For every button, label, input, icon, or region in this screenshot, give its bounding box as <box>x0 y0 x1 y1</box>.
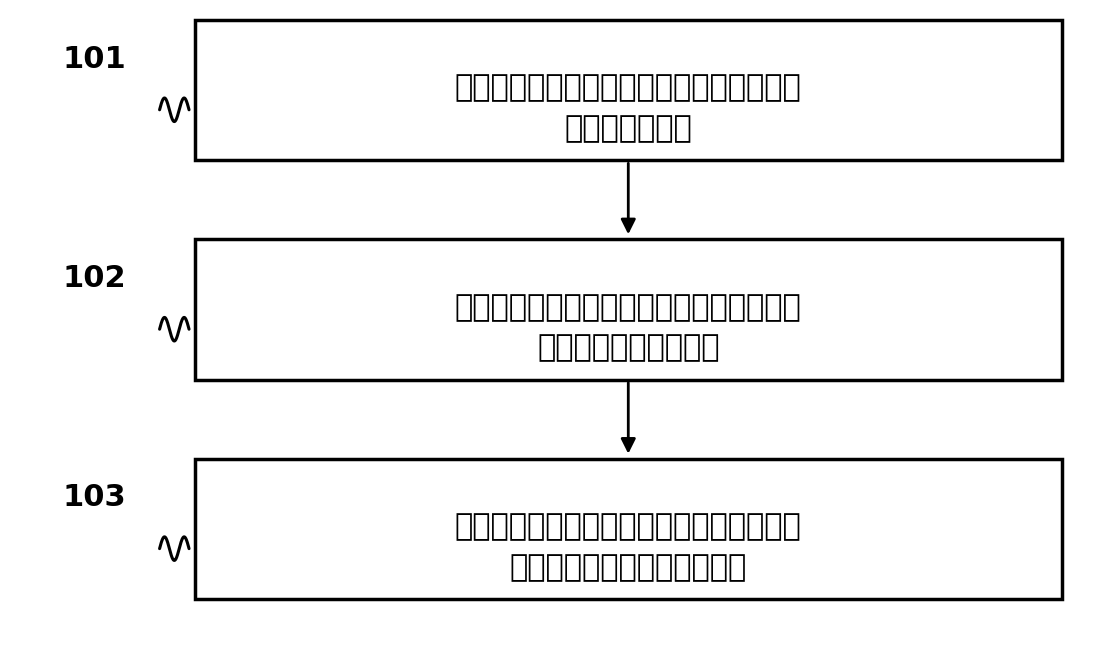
Text: 102: 102 <box>62 264 127 293</box>
Text: 段内所需的总回油时间: 段内所需的总回油时间 <box>537 333 719 362</box>
Text: 103: 103 <box>62 483 127 512</box>
Text: 在预设的机组工作时间段开始之前，提前不: 在预设的机组工作时间段开始之前，提前不 <box>455 512 802 541</box>
Bar <box>195 239 1062 380</box>
Text: 获取未来一段时间预设的机组工作时间段内: 获取未来一段时间预设的机组工作时间段内 <box>455 73 802 102</box>
Text: 101: 101 <box>62 45 127 73</box>
Text: 根据获取的室外气温参数得出机组在该时间: 根据获取的室外气温参数得出机组在该时间 <box>455 293 802 322</box>
Bar <box>195 20 1062 160</box>
Text: 的室外气温参数: 的室外气温参数 <box>565 114 692 143</box>
Text: 小于总回油时间开启回油模式: 小于总回油时间开启回油模式 <box>509 553 747 582</box>
Bar <box>195 458 1062 599</box>
